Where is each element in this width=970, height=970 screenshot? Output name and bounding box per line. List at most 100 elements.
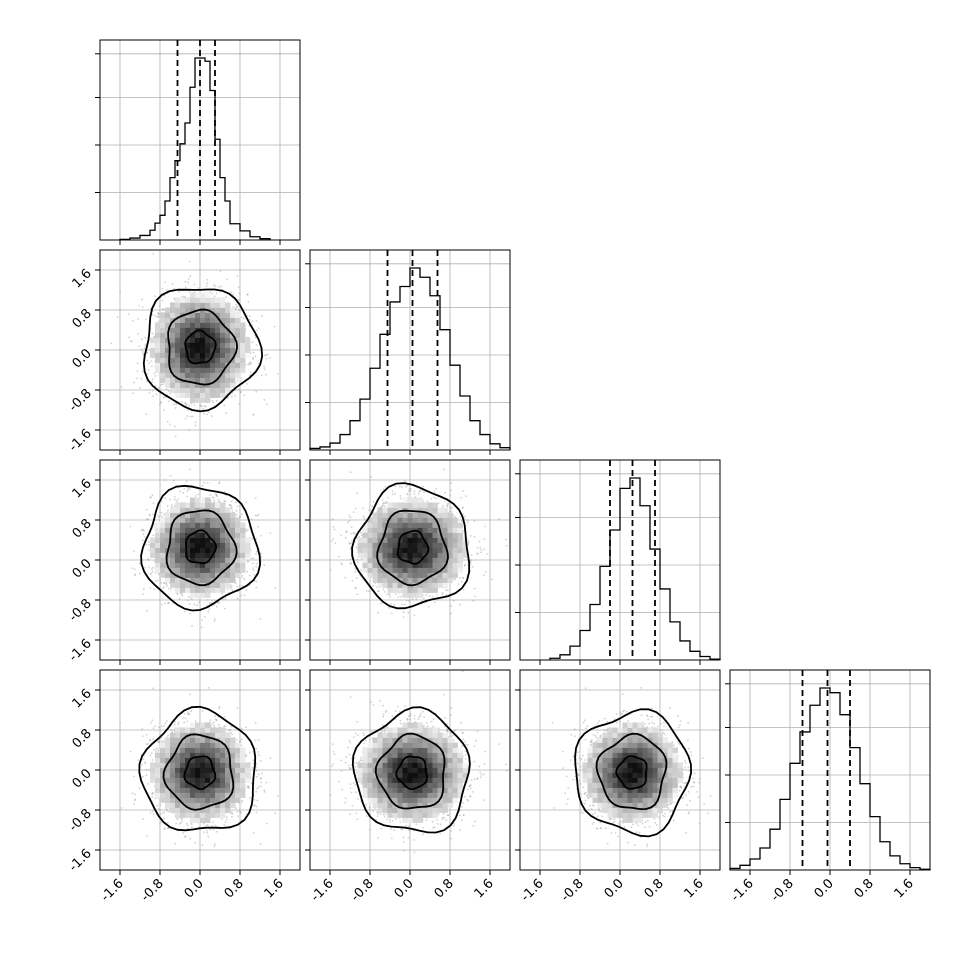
density-cell [180, 537, 186, 543]
sample-point [141, 370, 144, 373]
density-cell [155, 532, 161, 538]
sample-point [151, 365, 153, 368]
density-cell [225, 337, 231, 343]
sample-point [231, 392, 234, 394]
density-cell [160, 372, 166, 378]
density-cell [190, 307, 196, 313]
sample-point [146, 609, 149, 612]
density-cell [155, 327, 161, 333]
density-cell [190, 557, 196, 563]
sample-point [219, 270, 222, 272]
density-cell [180, 507, 186, 513]
density-cell [225, 342, 231, 348]
density-cell [190, 567, 196, 573]
sample-point [159, 579, 162, 581]
density-cell [180, 367, 186, 373]
density-cell [235, 372, 241, 378]
density-cell [165, 532, 171, 538]
density-cell [230, 312, 236, 318]
density-cell [200, 372, 206, 378]
sample-point [250, 518, 253, 521]
sample-point [263, 365, 266, 368]
sample-point [224, 598, 227, 601]
density-cell [160, 562, 166, 568]
sample-point [264, 354, 266, 357]
sample-point [206, 604, 208, 607]
sample-point [260, 374, 263, 377]
sample-point [194, 495, 197, 497]
density-cell [165, 382, 171, 388]
density-cell [165, 537, 171, 543]
density-cell [155, 337, 161, 343]
sample-point [215, 494, 218, 497]
density-cell [185, 387, 191, 393]
sample-point [247, 300, 250, 303]
sample-point [187, 488, 190, 490]
density-cell [185, 582, 191, 588]
density-cell [165, 307, 171, 313]
density-cell [180, 522, 186, 528]
density-cell [180, 512, 186, 518]
sample-point [240, 391, 242, 394]
density-cell [190, 532, 196, 538]
density-cell [210, 302, 216, 308]
sample-point [161, 299, 164, 302]
density-cell [205, 367, 211, 373]
density-cell [180, 552, 186, 558]
density-cell [175, 562, 181, 568]
sample-point [252, 569, 255, 572]
density-cell [190, 367, 196, 373]
sample-point [133, 381, 136, 384]
sample-point [183, 488, 186, 490]
sample-point [211, 292, 214, 295]
density-cell [225, 367, 231, 373]
density-cell [165, 357, 171, 363]
sample-point [214, 599, 216, 602]
density-cell [205, 362, 211, 368]
sample-point [151, 313, 154, 316]
density-cell [205, 322, 211, 328]
sample-point [221, 593, 224, 595]
density-cell [160, 517, 166, 523]
sample-point [188, 260, 191, 263]
sample-point [185, 404, 187, 407]
density-cell [180, 347, 186, 353]
density-cell [190, 382, 196, 388]
density-cell [165, 517, 171, 523]
sample-point [206, 282, 209, 285]
sample-point [236, 305, 238, 308]
sample-point [266, 403, 268, 406]
sample-point [246, 293, 249, 296]
density-cell [200, 332, 206, 338]
sample-point [130, 340, 133, 343]
sample-point [151, 570, 154, 573]
density-cell [170, 542, 176, 548]
density-cell [165, 527, 171, 533]
sample-point [189, 468, 192, 471]
sample-point [252, 356, 255, 359]
sample-point [186, 415, 189, 418]
density-cell [185, 332, 191, 338]
density-cell [180, 352, 186, 358]
density-cell [190, 297, 196, 303]
density-cell [215, 342, 221, 348]
sample-point [148, 513, 151, 516]
sample-point [120, 386, 123, 388]
density-cell [175, 547, 181, 553]
density-cell [170, 532, 176, 538]
sample-point [252, 413, 255, 416]
density-cell [170, 537, 176, 543]
density-cell [205, 387, 211, 393]
sample-point [251, 320, 254, 323]
scatter-panel-1-3: -1.6-0.80.00.81.6 [66, 459, 301, 665]
sample-point [240, 594, 243, 597]
sample-point [265, 357, 268, 360]
sample-point [160, 401, 163, 404]
sample-point [214, 285, 217, 287]
sample-point [163, 409, 166, 411]
density-cell [155, 522, 161, 528]
sample-point [157, 312, 160, 315]
density-cell [220, 362, 226, 368]
density-cell [175, 377, 181, 383]
density-cell [200, 392, 206, 398]
